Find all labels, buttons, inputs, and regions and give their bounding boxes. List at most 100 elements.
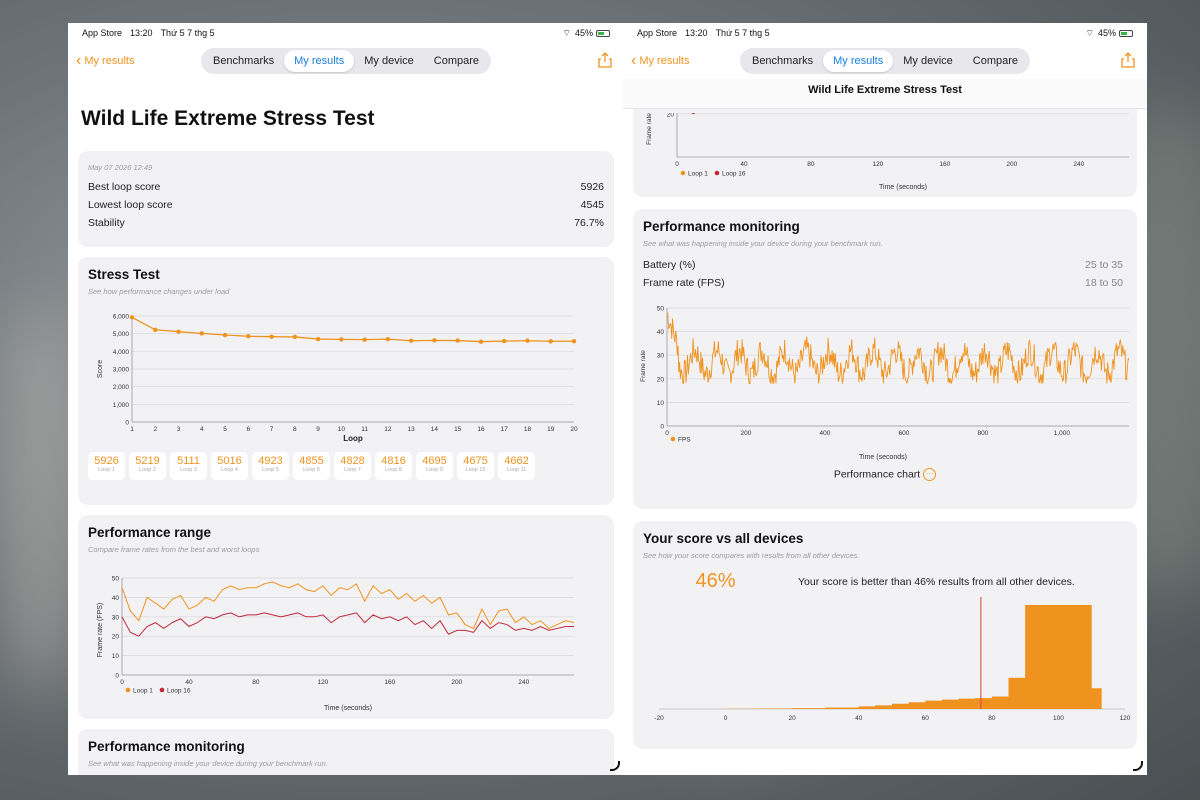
y-tick-label: 50 [112,576,120,583]
loop-score: 4923 [258,455,283,467]
right-screenshot: App Store 13:20 Thứ 5 7 thg 5 ⌔ 45% ‹ My … [623,23,1147,775]
loop-score-card[interactable]: 5016 Loop 4 [211,452,248,480]
x-tick-label: 120 [872,161,883,168]
status-time: 13:20 [685,28,708,38]
fps-line-loop16 [121,612,574,637]
score-point [432,338,437,343]
tab-my-device[interactable]: My device [903,55,953,67]
share-icon[interactable] [1121,52,1135,68]
score-point [153,327,158,332]
legend-label: Loop 16 [722,171,746,178]
distribution-chart: -20 0 20 40 60 80 100 120 [654,597,1131,722]
tab-compare[interactable]: Compare [433,55,480,67]
score-point [502,338,507,344]
x-tick-label: 20 [570,426,578,433]
status-app: App Store [637,28,678,38]
x-tick-label: 200 [1006,161,1017,168]
status-date: Thứ 5 7 thg 5 [160,28,215,38]
monitor-row: Frame rate (FPS) 18 to 50 [643,274,1123,292]
x-tick-label: 40 [740,161,748,168]
fps-line-loop1 [121,581,575,630]
legend-label: Loop 16 [167,688,191,695]
tab-compare[interactable]: Compare [972,55,1019,67]
x-tick-label: 6 [247,426,251,433]
loop-score-card[interactable]: 4855 Loop 6 [293,452,330,480]
tab-my-results[interactable]: My results [823,50,894,72]
loop-score: 4816 [381,455,406,467]
row-label: Battery (%) [643,259,696,271]
loop-score-card[interactable]: 5111 Loop 3 [170,452,207,480]
tab-my-device[interactable]: My device [364,55,414,67]
x-tick-label: 20 [789,715,797,722]
clip-band [633,109,1137,113]
tab-benchmarks[interactable]: Benchmarks [212,55,275,67]
x-tick-label: 0 [675,161,679,168]
loop-score-card[interactable]: 5926 Loop 1 [88,452,125,480]
x-tick-label: 4 [200,426,204,433]
battery-icon [1119,29,1133,37]
fps-line [666,312,1130,385]
left-screenshot: App Store 13:20 Thứ 5 7 thg 5 ⌔ 45% ‹ My … [68,23,624,775]
y-tick-label: 40 [112,595,120,602]
loop-score-card[interactable]: 4662 Loop 11 [498,452,535,480]
score-point [292,334,298,340]
tab-my-results[interactable]: My results [284,50,355,72]
legend-label: Loop 1 [133,688,153,695]
loop-label: Loop 11 [506,467,527,473]
loop-score-card[interactable]: 4675 Loop 10 [457,452,494,480]
x-tick-label: 19 [547,426,555,433]
nav-bar: ‹ My results Benchmarks My results My dev… [68,43,624,79]
row-value: 25 to 35 [1085,259,1123,271]
x-tick-label: 120 [1120,715,1131,722]
scroll-corner-icon [610,761,620,771]
chevron-left-icon: ‹ [631,52,637,69]
loop-score-card[interactable]: 4923 Loop 5 [252,452,289,480]
loop-score: 4662 [504,455,529,467]
score-point [246,334,251,339]
x-tick-label: 0 [665,430,669,437]
range-card-tail: 20 0 40 80 120 160 200 240 Frame rate Loop 1 Loop … [633,109,1137,197]
loop-label: Loop 7 [344,467,361,473]
performance-chart-link[interactable]: Performance chart ··· [633,468,1137,481]
score-point [571,338,577,344]
legend-dot [680,170,686,176]
status-time: 13:20 [130,28,153,38]
percentile-value: 46% [695,570,736,592]
x-tick-label: 7 [270,426,274,433]
tab-benchmarks[interactable]: Benchmarks [751,55,814,67]
y-tick-label: 10 [657,400,665,407]
x-tick-label: 18 [524,426,532,433]
row-label: Best loop score [88,181,161,193]
legend-dot [159,687,165,693]
back-button[interactable]: ‹ My results [631,53,689,69]
score-line [131,316,575,343]
loop-score-card[interactable]: 4695 Loop 9 [416,452,453,480]
monitor-title: Performance monitoring [643,219,800,234]
status-date: Thứ 5 7 thg 5 [715,28,770,38]
x-tick-label: 200 [741,430,752,437]
loop-score-card[interactable]: 4828 Loop 7 [334,452,371,480]
y-tick-label: 30 [657,353,665,360]
score-point [525,338,530,343]
status-battery: 45% [1097,28,1116,38]
x-axis-label: Time (seconds) [859,454,907,461]
monitor-card: Performance monitoring See what was happ… [633,209,1137,509]
y-axis-label: Frame rate (FPS) [97,603,104,657]
back-button[interactable]: ‹ My results [76,53,134,69]
loop-score: 5111 [177,455,200,467]
share-icon[interactable] [598,52,612,68]
sticky-header-title: Wild Life Extreme Stress Test [623,79,1147,109]
x-tick-label: 13 [408,426,416,433]
x-tick-label: 60 [922,715,930,722]
x-tick-label: 5 [223,426,227,433]
x-tick-label: 240 [1073,161,1084,168]
stress-card: Stress Test See how performance changes … [78,257,614,505]
loop-score-card[interactable]: 4816 Loop 8 [375,452,412,480]
row-value: 18 to 50 [1085,277,1123,289]
x-tick-label: 2 [153,426,157,433]
loop-score-card[interactable]: 5219 Loop 2 [129,452,166,480]
x-tick-label: 400 [820,430,831,437]
row-label: Frame rate (FPS) [643,277,725,289]
score-point [362,337,367,342]
y-tick-label: 20 [667,111,675,118]
